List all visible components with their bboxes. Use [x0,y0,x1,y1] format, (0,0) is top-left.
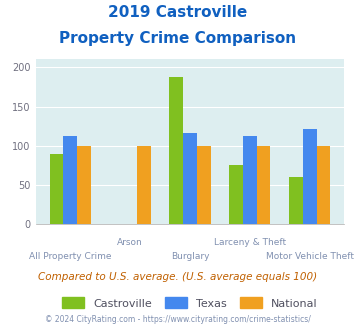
Bar [77,146,91,224]
Bar [243,136,257,224]
Text: Property Crime Comparison: Property Crime Comparison [59,31,296,46]
Text: Larceny & Theft: Larceny & Theft [214,238,286,247]
Text: Burglary: Burglary [171,252,209,261]
Bar [183,133,197,224]
Bar [137,146,151,224]
Text: Motor Vehicle Theft: Motor Vehicle Theft [266,252,354,261]
Text: All Property Crime: All Property Crime [29,252,111,261]
Bar [289,177,303,224]
Bar [257,146,271,224]
Text: Compared to U.S. average. (U.S. average equals 100): Compared to U.S. average. (U.S. average … [38,272,317,282]
Bar [303,129,317,224]
Bar [169,77,183,224]
Bar [50,154,63,224]
Bar [317,146,330,224]
Bar [197,146,211,224]
Text: © 2024 CityRating.com - https://www.cityrating.com/crime-statistics/: © 2024 CityRating.com - https://www.city… [45,315,310,324]
Text: Arson: Arson [117,238,143,247]
Bar [63,136,77,224]
Legend: Castroville, Texas, National: Castroville, Texas, National [58,293,322,313]
Text: 2019 Castroville: 2019 Castroville [108,5,247,20]
Bar [229,165,243,224]
